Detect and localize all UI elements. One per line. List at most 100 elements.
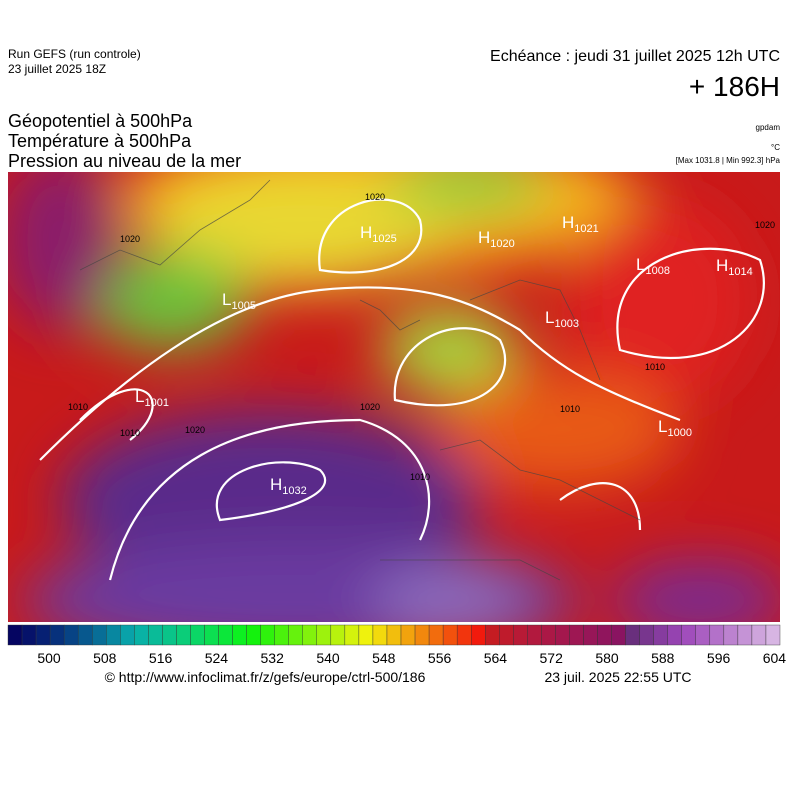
colorbar-swatch — [176, 624, 191, 646]
colorbar-swatch — [190, 624, 205, 646]
colorbar-swatch — [625, 624, 640, 646]
colorbar-swatch — [316, 624, 332, 646]
colorbar-swatch — [246, 624, 261, 646]
colorbar-swatch — [204, 624, 219, 646]
valid-time: Echéance : jeudi 31 juillet 2025 12h UTC — [490, 48, 780, 65]
center-value: 1005 — [231, 300, 255, 312]
map — [8, 172, 780, 622]
run-date: 23 juillet 2025 18Z — [8, 62, 106, 76]
source-url[interactable]: © http://www.infoclimat.fr/z/gefs/europe… — [105, 669, 426, 685]
colorbar-tick-label: 572 — [540, 650, 564, 666]
colorbar-swatch — [302, 624, 318, 646]
contour-label: 1020 — [365, 192, 385, 202]
colorbar-tick-label: 604 — [763, 650, 787, 666]
colorbar-swatch — [513, 624, 528, 646]
colorbar-swatch — [428, 624, 444, 646]
colorbar-tick-label: 548 — [372, 650, 396, 666]
colorbar-swatch — [372, 624, 388, 646]
colorbar-swatch — [442, 624, 458, 646]
colorbar-swatch — [527, 624, 542, 646]
pressure-center: L1005 — [222, 290, 256, 312]
pressure-center: L1000 — [658, 417, 692, 439]
colorbar-swatch — [330, 624, 346, 646]
run-label: Run GEFS (run controle) — [8, 47, 141, 61]
colorbar-swatch — [358, 624, 374, 646]
colorbar-swatch — [681, 624, 696, 646]
colorbar-swatch — [471, 624, 486, 646]
pressure-center: H1020 — [478, 228, 515, 250]
colorbar-tick-label: 588 — [651, 650, 675, 666]
colorbar-swatch — [21, 624, 37, 646]
contour-label: 1010 — [120, 428, 140, 438]
colorbar-swatch — [751, 624, 767, 646]
colorbar-swatch — [162, 624, 177, 646]
colorbar-swatch — [134, 624, 149, 646]
center-value: 1014 — [728, 266, 752, 278]
colorbar-swatch — [639, 624, 654, 646]
colorbar-swatch — [709, 624, 725, 646]
center-value: 1032 — [282, 485, 306, 497]
colorbar-tick-label: 516 — [149, 650, 173, 666]
colorbar-swatch — [35, 624, 51, 646]
generated-time: 23 juil. 2025 22:55 UTC — [544, 669, 691, 685]
contour-label: 1010 — [560, 404, 580, 414]
colorbar-swatch — [288, 624, 303, 646]
colorbar-tick-label: 500 — [37, 650, 61, 666]
colorbar-swatch — [120, 624, 135, 646]
pressure-center: H1032 — [270, 475, 307, 497]
center-letter: H — [716, 256, 728, 275]
center-value: 1025 — [372, 233, 396, 245]
colorbar-swatch — [148, 624, 163, 646]
center-letter: L — [222, 290, 231, 309]
colorbar-swatch — [611, 624, 626, 646]
contour-label: 1010 — [68, 402, 88, 412]
contour-label: 1010 — [645, 362, 665, 372]
center-value: 1001 — [144, 397, 168, 409]
colorbar-swatch — [106, 624, 121, 646]
contour-label: 1020 — [360, 402, 380, 412]
field-label: Température à 500hPa — [8, 131, 192, 151]
contour-label: 1020 — [120, 234, 140, 244]
center-value: 1020 — [490, 238, 514, 250]
lead-time: + 186H — [689, 71, 780, 102]
colorbar-swatch — [541, 624, 556, 646]
colorbar-swatch — [344, 624, 360, 646]
colorbar-swatch — [63, 624, 79, 646]
center-letter: L — [545, 308, 554, 327]
colorbar-swatch — [737, 624, 753, 646]
center-letter: L — [135, 387, 144, 406]
field-label: Géopotentiel à 500hPa — [8, 111, 193, 131]
colorbar-swatch — [232, 624, 247, 646]
unit-label: °C — [771, 143, 780, 152]
field-label: Pression au niveau de la mer — [8, 151, 241, 171]
colorbar-tick-label: 596 — [707, 650, 731, 666]
colorbar-swatch — [49, 624, 65, 646]
colorbar-swatch — [555, 624, 570, 646]
center-letter: H — [562, 213, 574, 232]
colorbar-swatch — [92, 624, 107, 646]
pressure-center: H1014 — [716, 256, 753, 278]
colorbar-swatch — [414, 624, 430, 646]
colorbar-swatch — [7, 624, 23, 646]
colorbar-swatch — [597, 624, 612, 646]
pressure-center: H1025 — [360, 223, 397, 245]
colorbar-swatch — [274, 624, 289, 646]
colorbar-swatch — [456, 624, 472, 646]
center-value: 1008 — [645, 265, 669, 277]
unit-label: gpdam — [756, 123, 781, 132]
pressure-center: L1008 — [636, 255, 670, 277]
colorbar-swatch — [260, 624, 275, 646]
colorbar-swatch — [723, 624, 739, 646]
colorbar-swatch — [485, 624, 500, 646]
center-letter: L — [636, 255, 645, 274]
colorbar-tick-label: 532 — [261, 650, 285, 666]
center-letter: L — [658, 417, 667, 436]
contour-label: 1010 — [410, 472, 430, 482]
pressure-center: L1003 — [545, 308, 579, 330]
colorbar-tick-label: 540 — [316, 650, 340, 666]
colorbar-swatch — [499, 624, 514, 646]
colorbar-swatch — [653, 624, 668, 646]
colorbar-swatch — [218, 624, 233, 646]
colorbar-tick-label: 508 — [93, 650, 117, 666]
